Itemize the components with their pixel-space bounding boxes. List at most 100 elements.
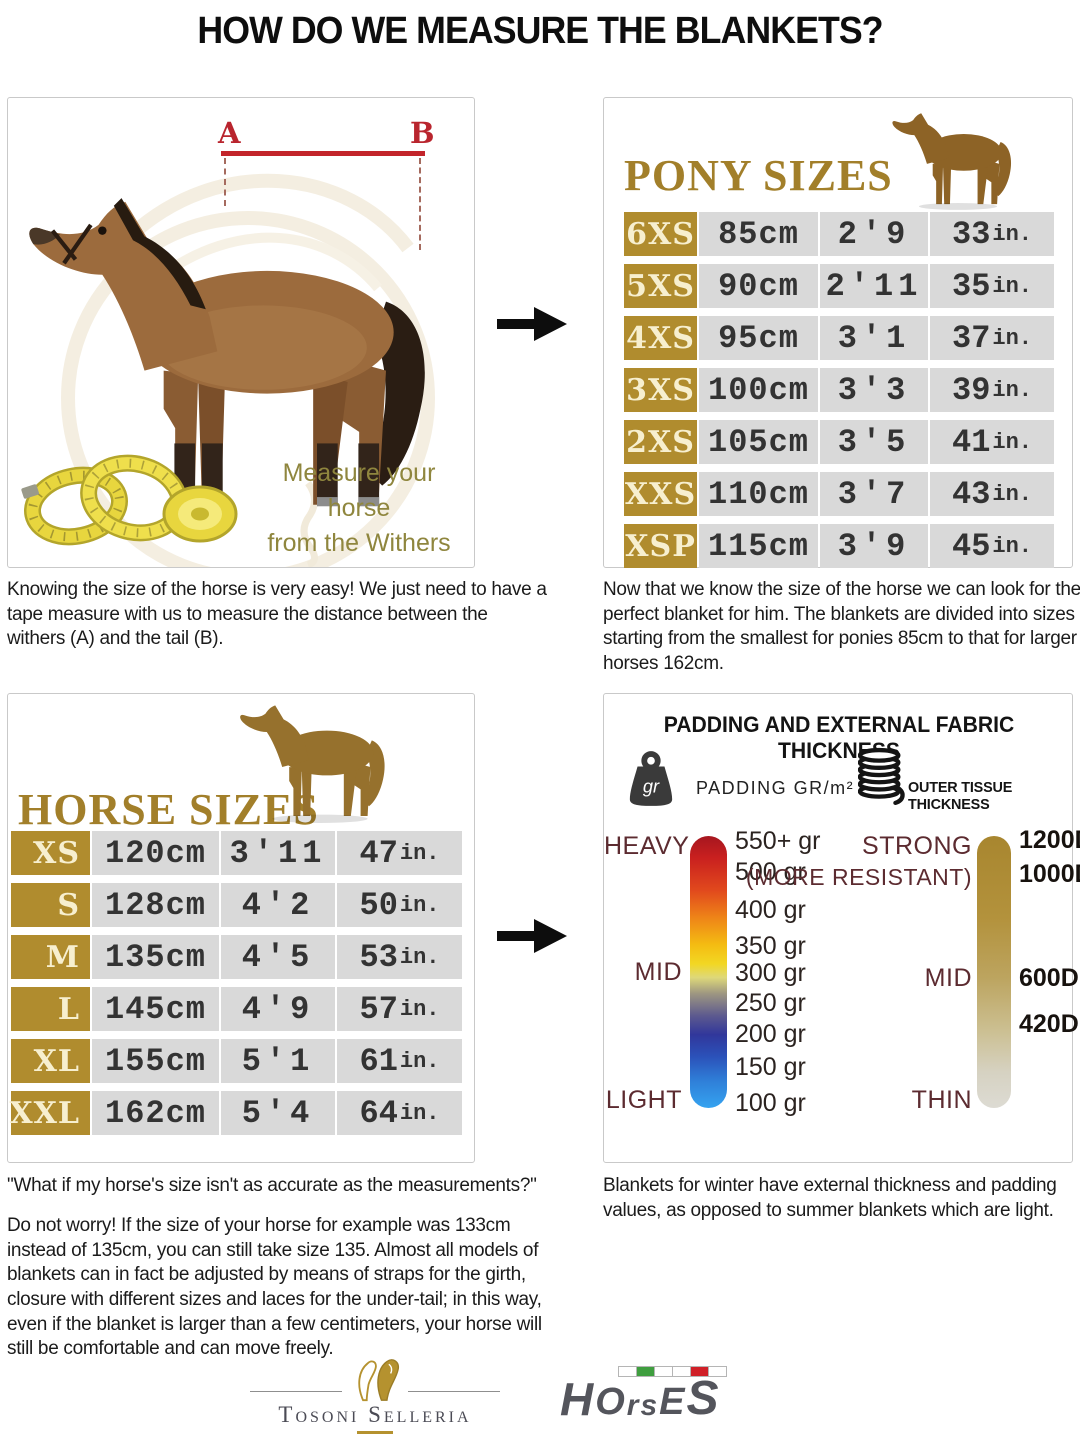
padding-scale-label: PADDING GR/m²: [696, 778, 855, 798]
feet-cell: 3'5: [820, 420, 928, 464]
logo-rule-right: [408, 1391, 500, 1392]
dashed-guide-a: [224, 158, 226, 206]
size-cell: XS: [11, 831, 90, 875]
horse-sizes-table: XS 120cm 3'11 47 in. S 128cm 4'2 50 in. M …: [9, 831, 462, 1135]
fabric-spool-icon: [858, 747, 905, 806]
pony-silhouette-icon: [892, 113, 1012, 210]
cm-cell: 115cm: [699, 524, 818, 568]
tissue-value: 420D: [1019, 1010, 1079, 1038]
padding-level-heavy: HEAVY: [604, 832, 690, 860]
inches-cell: 47 in.: [337, 831, 462, 875]
cm-cell: 145cm: [92, 987, 219, 1031]
cm-cell: 90cm: [699, 264, 818, 308]
size-cell: XL: [11, 1039, 90, 1083]
cm-cell: 135cm: [92, 935, 219, 979]
feet-cell: 2'11: [820, 264, 928, 308]
size-cell: XXL: [9, 1091, 90, 1135]
arrow-right-icon: [497, 919, 567, 953]
feet-cell: 4'2: [221, 883, 335, 927]
size-cell: 6XS: [624, 212, 697, 256]
padding-value: 350 gr: [735, 932, 806, 960]
tosoni-gold-underline: [357, 1431, 393, 1434]
page-title: HOW DO WE MEASURE THE BLANKETS?: [197, 10, 883, 52]
size-cell: 4XS: [624, 316, 697, 360]
weight-icon: gr: [629, 751, 673, 806]
padding-level-light: LIGHT: [605, 1086, 682, 1114]
inches-cell: 37 in.: [930, 316, 1054, 360]
inches-cell: 45 in.: [930, 524, 1054, 568]
inches-cell: 43 in.: [930, 472, 1054, 516]
tail-marker-b: B: [410, 116, 435, 150]
tissue-level-strong: STRONG: [862, 832, 972, 860]
inches-cell: 61 in.: [337, 1039, 462, 1083]
tissue-level-mid: MID: [924, 964, 972, 992]
outro-left-heading: "What if my horse's size isn't as accura…: [7, 1175, 537, 1196]
inches-cell: 41 in.: [930, 420, 1054, 464]
feet-cell: 4'5: [221, 935, 335, 979]
size-cell: 5XS: [624, 264, 697, 308]
tosoni-selleria-logo: Tosoni Selleria: [250, 1356, 500, 1434]
italian-flag-bar-icon: [618, 1366, 727, 1377]
horse-sizes-panel: HORSE SIZES XS 120cm 3'11 47 in. S 128cm …: [7, 693, 475, 1163]
tissue-gradient-bar: [977, 836, 1011, 1108]
padding-thickness-panel: PADDING AND EXTERNAL FABRIC THICKNESS gr…: [603, 693, 1080, 1163]
inches-cell: 33 in.: [930, 212, 1054, 256]
tissue-level-strong-sub: (MORE RESISTANT): [745, 864, 972, 890]
tissue-scale-label: OUTER TISSUE THICKNESS: [908, 779, 1013, 813]
size-cell: M: [11, 935, 90, 979]
tissue-value: 1200D: [1019, 826, 1080, 854]
withers-marker-a: A: [218, 116, 241, 150]
size-cell: L: [11, 987, 90, 1031]
measure-panel: A B Measure your horse from the Withers …: [7, 97, 475, 568]
intro-right-paragraph: Now that we know the size of the horse w…: [603, 579, 1080, 675]
feet-cell: 5'4: [221, 1091, 335, 1135]
cm-cell: 110cm: [699, 472, 818, 516]
horse-sizes-title: HORSE SIZES: [18, 785, 319, 834]
padding-value: 200 gr: [735, 1020, 806, 1048]
inches-cell: 57 in.: [337, 987, 462, 1031]
padding-panel-title: PADDING AND EXTERNAL FABRIC THICKNESS: [663, 712, 1015, 763]
caption-line: from the Withers (A): [267, 529, 451, 567]
dashed-guide-b: [419, 158, 421, 250]
cm-cell: 85cm: [699, 212, 818, 256]
padding-value: 100 gr: [735, 1089, 806, 1117]
intro-left-paragraph: Knowing the size of the horse is very ea…: [7, 579, 547, 650]
feet-cell: 3'9: [820, 524, 928, 568]
tissue-value: 1000D: [1019, 860, 1080, 888]
size-cell: 3XS: [624, 368, 697, 412]
pony-sizes-table: 6XS 85cm 2'9 33 in. 5XS 90cm 2'11 35 in. 4…: [624, 212, 1054, 568]
measure-caption: Measure your horse from the Withers (A) …: [248, 456, 470, 567]
pony-sizes-title: PONY SIZES: [624, 151, 893, 200]
tape-measure-illustration: [21, 454, 238, 546]
tissue-level-thin: THIN: [911, 1086, 972, 1114]
cm-cell: 155cm: [92, 1039, 219, 1083]
padding-value: 400 gr: [735, 896, 806, 924]
padding-level-mid: MID: [634, 958, 682, 986]
padding-value: 550+ gr: [735, 827, 821, 855]
padding-gradient-bar: [690, 836, 727, 1108]
padding-value: 500 gr: [735, 858, 806, 886]
size-cell: XXS: [624, 472, 697, 516]
cm-cell: 105cm: [699, 420, 818, 464]
padding-value: 250 gr: [735, 989, 806, 1017]
cm-cell: 128cm: [92, 883, 219, 927]
feet-cell: 4'9: [221, 987, 335, 1031]
feet-cell: 3'7: [820, 472, 928, 516]
inches-cell: 39 in.: [930, 368, 1054, 412]
feet-cell: 3'3: [820, 368, 928, 412]
padding-value: 300 gr: [735, 959, 806, 987]
horse-silhouette-icon: [240, 705, 385, 823]
cm-cell: 162cm: [92, 1091, 219, 1135]
svg-text:gr: gr: [643, 775, 660, 796]
tosoni-horse-heads-icon: [358, 1359, 400, 1402]
feet-cell: 3'1: [820, 316, 928, 360]
inches-cell: 53 in.: [337, 935, 462, 979]
padding-value: 150 gr: [735, 1053, 806, 1081]
inches-cell: 64 in.: [337, 1091, 462, 1135]
outro-left-paragraph: Do not worry! If the size of your horse …: [7, 1215, 542, 1360]
tosoni-logo-text: Tosoni Selleria: [278, 1402, 472, 1427]
outro-right-paragraph: Blankets for winter have external thickn…: [603, 1175, 1057, 1221]
feet-cell: 3'11: [221, 831, 335, 875]
